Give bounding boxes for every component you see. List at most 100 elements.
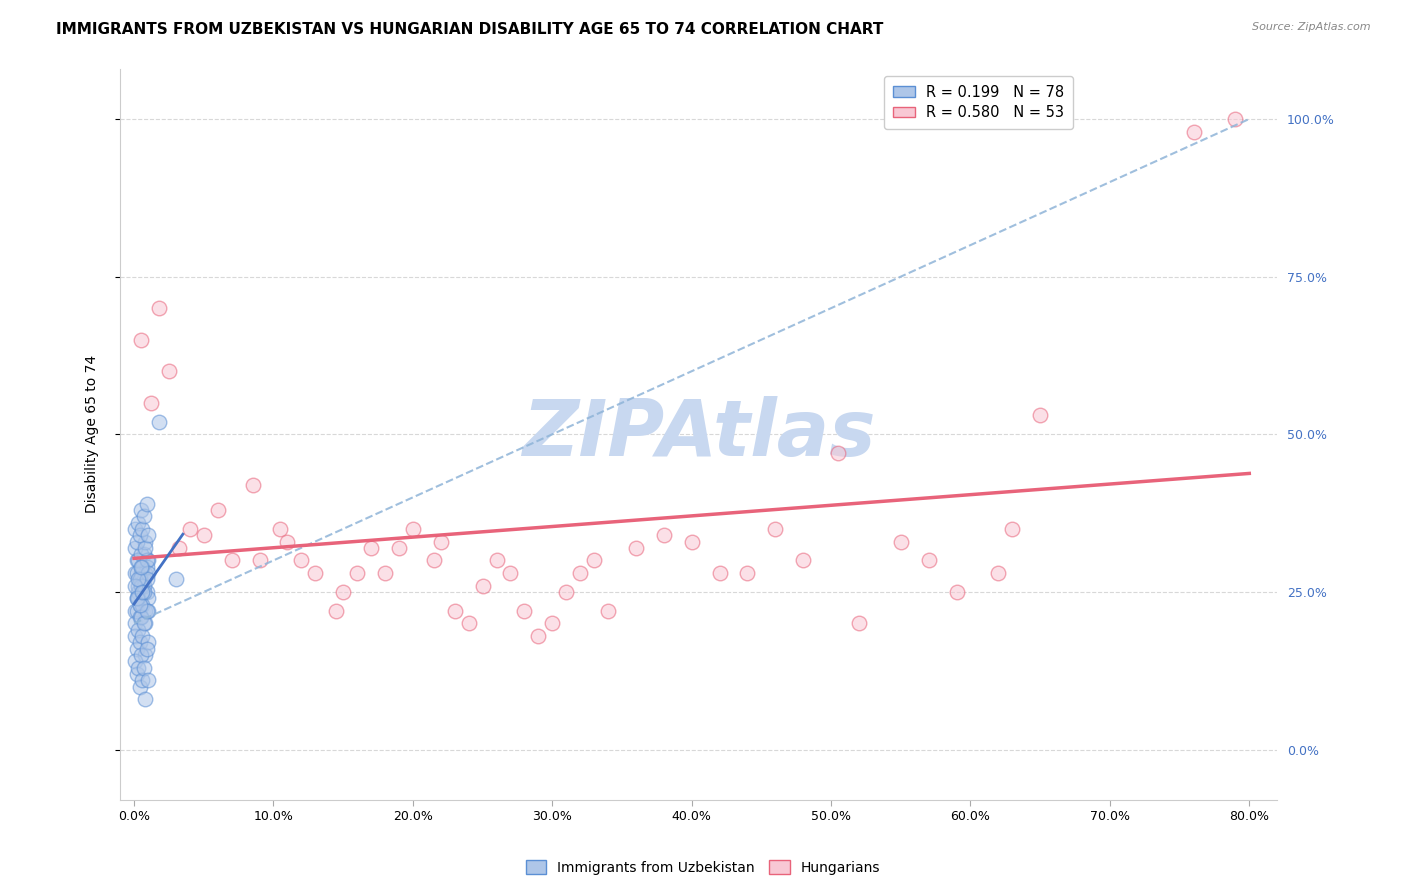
- Point: [128, 598, 150, 612]
- Point: [325, 604, 347, 618]
- Point: [423, 553, 446, 567]
- Point: [596, 604, 619, 618]
- Point: [131, 522, 153, 536]
- Point: [167, 541, 190, 555]
- Point: [127, 660, 149, 674]
- Point: [124, 654, 146, 668]
- Point: [131, 585, 153, 599]
- Point: [129, 610, 152, 624]
- Point: [124, 541, 146, 555]
- Point: [136, 635, 159, 649]
- Point: [131, 579, 153, 593]
- Point: [624, 541, 647, 555]
- Point: [1029, 409, 1052, 423]
- Point: [134, 541, 156, 555]
- Point: [125, 553, 148, 567]
- Text: IMMIGRANTS FROM UZBEKISTAN VS HUNGARIAN DISABILITY AGE 65 TO 74 CORRELATION CHAR: IMMIGRANTS FROM UZBEKISTAN VS HUNGARIAN …: [56, 22, 883, 37]
- Point: [132, 616, 155, 631]
- Point: [128, 598, 150, 612]
- Legend: Immigrants from Uzbekistan, Hungarians: Immigrants from Uzbekistan, Hungarians: [520, 855, 886, 880]
- Text: ZIPAtlas: ZIPAtlas: [522, 396, 876, 472]
- Point: [134, 566, 156, 580]
- Point: [443, 604, 465, 618]
- Point: [890, 534, 912, 549]
- Point: [269, 522, 291, 536]
- Point: [124, 522, 146, 536]
- Point: [457, 616, 479, 631]
- Point: [127, 591, 149, 606]
- Point: [129, 559, 152, 574]
- Point: [136, 591, 159, 606]
- Point: [193, 528, 215, 542]
- Point: [135, 604, 157, 618]
- Point: [132, 660, 155, 674]
- Point: [128, 572, 150, 586]
- Point: [555, 585, 578, 599]
- Point: [242, 477, 264, 491]
- Point: [132, 547, 155, 561]
- Point: [221, 553, 243, 567]
- Point: [125, 667, 148, 681]
- Point: [124, 629, 146, 643]
- Point: [135, 553, 157, 567]
- Point: [134, 534, 156, 549]
- Point: [124, 566, 146, 580]
- Point: [917, 553, 939, 567]
- Point: [129, 333, 152, 347]
- Point: [127, 553, 149, 567]
- Point: [128, 610, 150, 624]
- Point: [131, 559, 153, 574]
- Point: [207, 503, 229, 517]
- Point: [136, 553, 159, 567]
- Point: [132, 585, 155, 599]
- Point: [129, 547, 152, 561]
- Point: [485, 553, 508, 567]
- Point: [304, 566, 326, 580]
- Point: [471, 579, 494, 593]
- Point: [583, 553, 606, 567]
- Point: [332, 585, 354, 599]
- Point: [127, 572, 149, 586]
- Point: [129, 566, 152, 580]
- Point: [135, 559, 157, 574]
- Point: [134, 616, 156, 631]
- Point: [128, 572, 150, 586]
- Point: [290, 553, 312, 567]
- Point: [792, 553, 814, 567]
- Point: [134, 648, 156, 662]
- Point: [135, 572, 157, 586]
- Point: [148, 301, 170, 315]
- Point: [139, 396, 162, 410]
- Point: [124, 579, 146, 593]
- Point: [945, 585, 967, 599]
- Point: [125, 566, 148, 580]
- Point: [125, 534, 148, 549]
- Point: [132, 509, 155, 524]
- Point: [1182, 125, 1205, 139]
- Point: [128, 635, 150, 649]
- Point: [179, 522, 201, 536]
- Point: [346, 566, 368, 580]
- Point: [127, 585, 149, 599]
- Point: [569, 566, 592, 580]
- Point: [499, 566, 522, 580]
- Point: [129, 503, 152, 517]
- Point: [131, 629, 153, 643]
- Point: [1225, 112, 1247, 126]
- Point: [388, 541, 411, 555]
- Point: [124, 604, 146, 618]
- Point: [136, 673, 159, 688]
- Point: [652, 528, 675, 542]
- Point: [136, 528, 159, 542]
- Point: [249, 553, 271, 567]
- Point: [135, 585, 157, 599]
- Point: [165, 572, 187, 586]
- Point: [429, 534, 451, 549]
- Point: [131, 585, 153, 599]
- Point: [125, 641, 148, 656]
- Point: [827, 446, 849, 460]
- Point: [128, 680, 150, 694]
- Point: [135, 497, 157, 511]
- Text: Source: ZipAtlas.com: Source: ZipAtlas.com: [1253, 22, 1371, 32]
- Point: [125, 604, 148, 618]
